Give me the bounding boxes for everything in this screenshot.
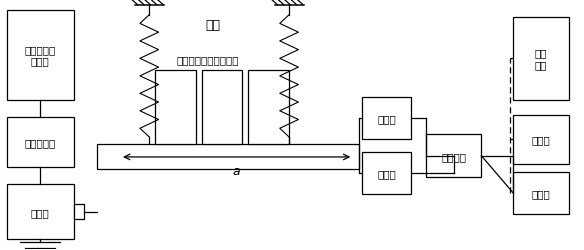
Text: 示波器: 示波器 [531,135,551,145]
Bar [6,118,74,167]
Bar [97,145,359,170]
Bar [6,185,74,239]
Bar [513,172,569,214]
Text: 标准传感器被校传感器: 标准传感器被校传感器 [176,56,239,65]
Text: 放大器: 放大器 [377,168,396,178]
Bar [201,70,242,145]
Text: 功率放大器: 功率放大器 [25,138,55,147]
Bar [74,204,84,220]
Bar [248,70,289,145]
Bar [6,11,74,100]
Bar [362,152,412,194]
Text: 超低频信号
发生器: 超低频信号 发生器 [25,45,55,66]
Text: 失真
度仪: 失真 度仪 [535,48,547,70]
Bar [155,70,196,145]
Text: 放大器: 放大器 [377,114,396,124]
Text: 摆台: 摆台 [206,19,221,32]
Bar [513,115,569,165]
Bar [513,18,569,100]
Text: a: a [233,164,241,177]
Bar [362,98,412,140]
Text: 电压表: 电压表 [531,188,551,198]
Text: 转换开关: 转换开关 [441,151,466,161]
Bar [426,135,481,177]
Text: 激励器: 激励器 [30,207,50,217]
